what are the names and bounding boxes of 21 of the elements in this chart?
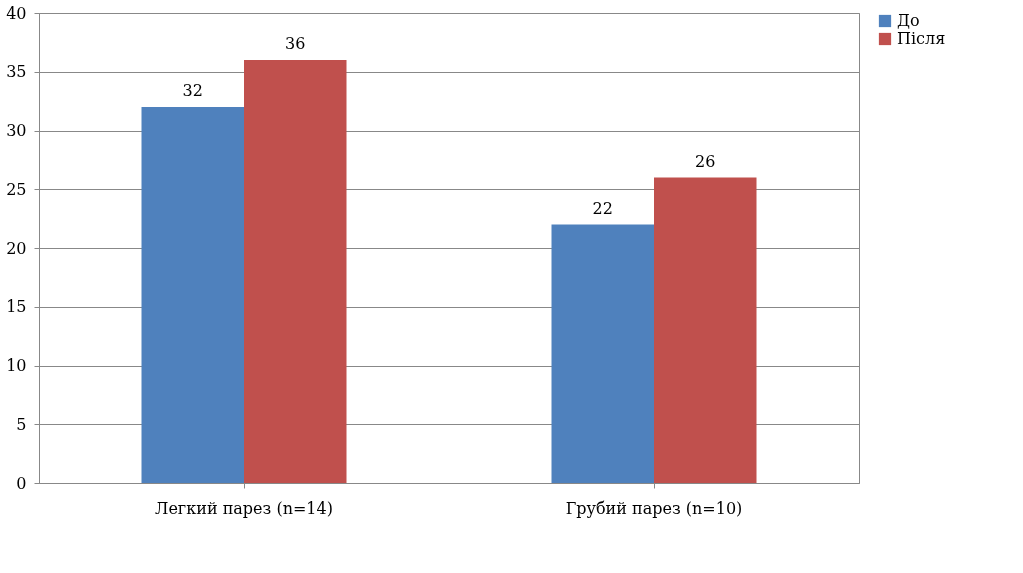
data-label: 26 bbox=[695, 151, 716, 171]
x-tick-label: Легкий парез (n=14) bbox=[155, 498, 333, 518]
legend-label: До bbox=[897, 11, 920, 30]
y-tick-label: 35 bbox=[6, 62, 27, 82]
y-tick-label: 25 bbox=[6, 179, 27, 199]
y-tick-label: 20 bbox=[6, 238, 27, 258]
y-tick-label: 40 bbox=[6, 3, 27, 23]
y-tick-label: 10 bbox=[6, 356, 27, 375]
bar bbox=[551, 224, 654, 483]
bar bbox=[141, 107, 244, 483]
data-label: 32 bbox=[182, 81, 203, 100]
bar bbox=[654, 177, 757, 483]
legend-label: Після bbox=[897, 29, 946, 48]
data-label: 22 bbox=[592, 198, 613, 218]
bar bbox=[244, 60, 347, 483]
y-tick-label: 5 bbox=[16, 414, 27, 434]
data-label: 36 bbox=[285, 34, 306, 53]
y-tick-label: 0 bbox=[16, 473, 27, 493]
y-tick-label: 30 bbox=[6, 121, 27, 140]
y-tick-label: 15 bbox=[6, 297, 27, 317]
x-tick-label: Грубий парез (n=10) bbox=[565, 498, 743, 518]
